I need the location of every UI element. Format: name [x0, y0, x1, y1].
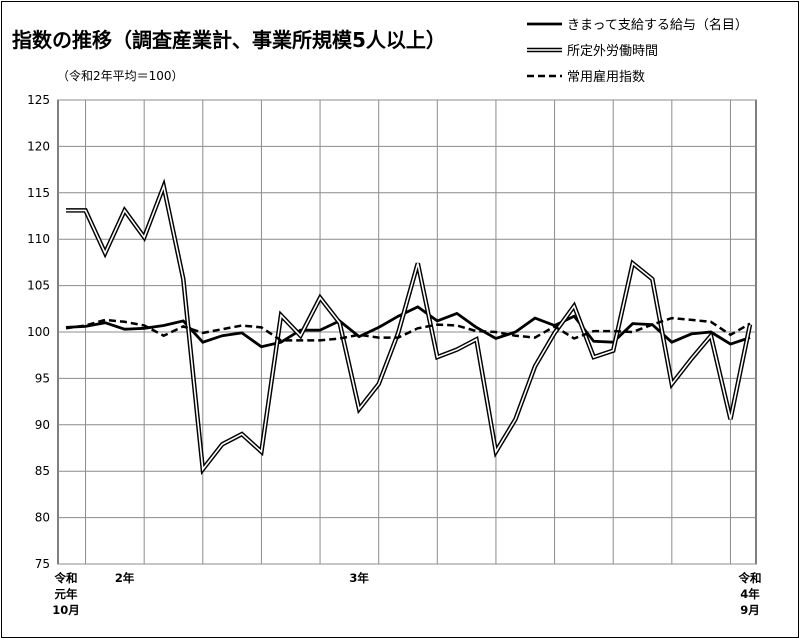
- y-tick-label: 80: [35, 511, 50, 525]
- axis-layer: 75 80 85 90 95 100 105 110 115 120 125 令和元年 10月 2年 3年 令…: [27, 93, 761, 617]
- y-tick-label: 125: [27, 93, 50, 107]
- legend-label: 所定外労働時間: [567, 44, 658, 59]
- y-tick-label: 95: [35, 371, 50, 385]
- chart-title: 指数の推移（調査産業計、事業所規模5人以上）: [12, 28, 446, 52]
- legend-label: 常用雇用指数: [567, 69, 645, 85]
- x-tick-label: 3年: [349, 571, 369, 585]
- series-line: [65, 316, 751, 342]
- y-tick-label: 105: [27, 279, 50, 293]
- chart-subtitle: （令和2年平均＝100）: [57, 68, 184, 83]
- series-line-outer: [66, 178, 753, 476]
- data-point: [456, 325, 458, 327]
- y-tick-label: 115: [27, 186, 50, 200]
- y-tick-label: 120: [27, 139, 50, 153]
- legend-item-1: きまって支給する給与（名目）: [527, 17, 748, 33]
- y-tick-label: 110: [27, 232, 50, 246]
- legend-item-2: 所定外労働時間: [527, 44, 658, 59]
- series-1: [65, 305, 751, 349]
- x-tick-label: 2年: [115, 571, 135, 585]
- series-layer: [65, 178, 753, 476]
- legend-item-3: 常用雇用指数: [527, 69, 645, 85]
- y-tick-label: 85: [35, 464, 50, 478]
- x-tick-label: 令和 4年 9月: [738, 571, 762, 617]
- series-line-inner: [66, 183, 751, 472]
- series-2: [66, 178, 753, 476]
- y-tick-label: 90: [35, 418, 50, 432]
- legend-label: きまって支給する給与（名目）: [567, 17, 748, 33]
- data-point: [221, 328, 223, 330]
- y-tick-label: 100: [27, 325, 50, 339]
- grid-layer: [57, 99, 757, 565]
- series-line: [65, 305, 751, 349]
- series-3: [65, 316, 751, 342]
- x-tick-label: 令和元年 10月: [52, 571, 80, 617]
- y-tick-label: 75: [35, 557, 50, 571]
